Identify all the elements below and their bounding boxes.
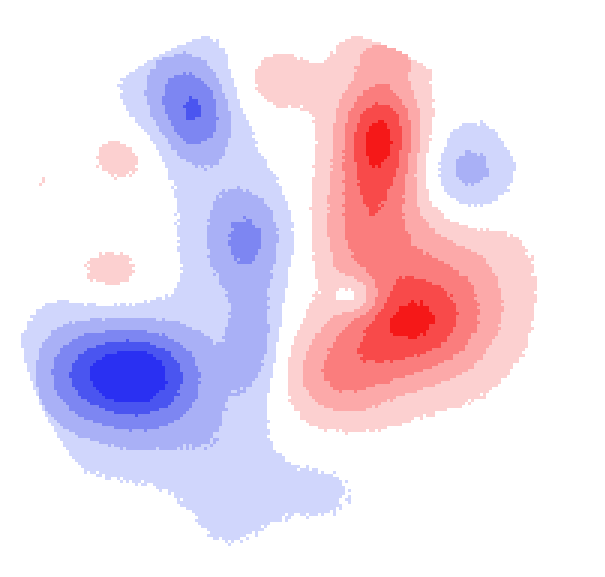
heatmap-canvas [0, 0, 605, 577]
topographic-heatmap [0, 0, 605, 577]
